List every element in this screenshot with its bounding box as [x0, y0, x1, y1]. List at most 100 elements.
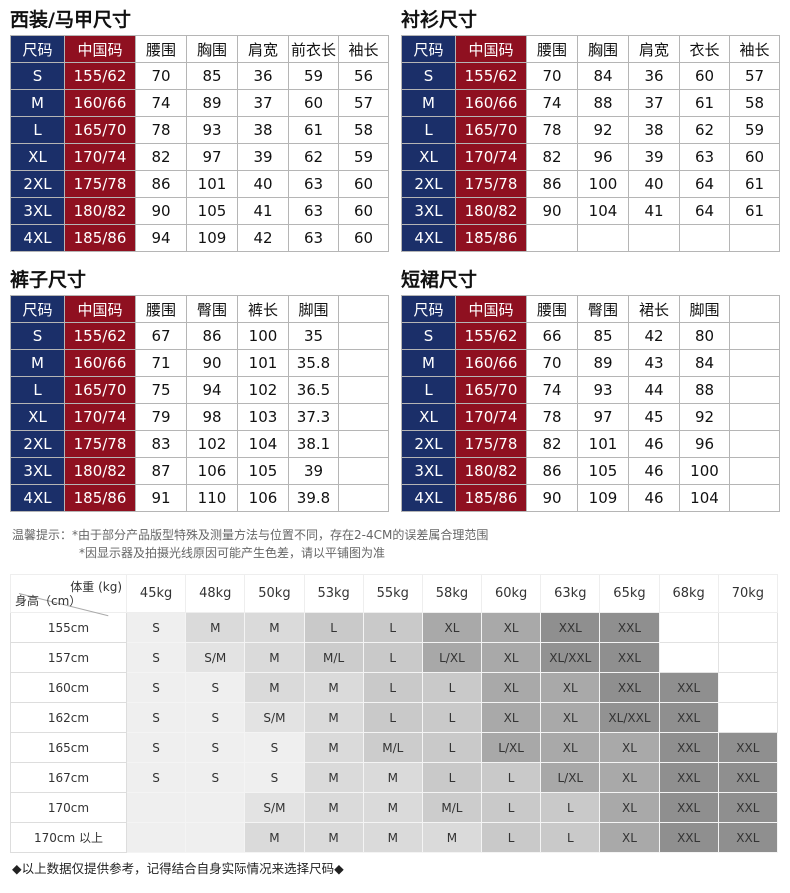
size-cell: S — [125, 642, 187, 673]
size-cell: L — [421, 762, 483, 793]
table-row: 4XL 185/86 91 110 106 39.8 — [10, 484, 389, 512]
cell: 46 — [628, 430, 680, 458]
cell: 4XL — [401, 224, 456, 252]
tip-line-2: *因显示器及拍摄光线原因可能产生色差，请以平铺图为准 — [79, 546, 386, 560]
size-cell: M/L — [303, 642, 364, 673]
cell: 74 — [526, 89, 578, 117]
table-row: XL 170/74 79 98 103 37.3 — [10, 403, 389, 431]
size-table: 尺码 中国码 腰围 臀围 裙长 脚围 S 155/62 66 85 42 80 M 160/66 70 89 4… — [401, 295, 780, 512]
cell: 64 — [679, 170, 730, 198]
cell: 97 — [577, 403, 629, 431]
height-axis-label: 身高（cm） — [15, 594, 82, 608]
size-table: 尺码 中国码 腰围 胸围 肩宽 前衣长 袖长 S 155/62 70 85 36 59 56 M 160/66… — [10, 35, 389, 252]
weight-header: 48kg — [185, 574, 246, 613]
cell: 90 — [135, 197, 187, 225]
cell: 67 — [135, 322, 187, 350]
size-cell — [717, 672, 779, 703]
column-header — [338, 295, 389, 323]
cell: 106 — [186, 457, 238, 485]
cell: 4XL — [10, 224, 65, 252]
size-cell: M — [362, 762, 423, 793]
cell: 38 — [628, 116, 680, 144]
cell: 82 — [526, 430, 578, 458]
size-cell: L/XL — [421, 642, 483, 673]
cell: 41 — [628, 197, 680, 225]
size-cell: S — [185, 732, 246, 763]
cell: 37.3 — [288, 403, 339, 431]
size-cell: S — [244, 732, 305, 763]
cell: 88 — [577, 89, 629, 117]
size-cell: L — [362, 702, 423, 733]
size-cell: S/M — [244, 792, 305, 823]
cell: 109 — [577, 484, 629, 512]
size-cell: XL — [481, 642, 542, 673]
table-row: 3XL 180/82 90 105 41 63 60 — [10, 197, 389, 225]
size-cell: S — [244, 762, 305, 793]
height-row: 162cm S S S/M M L L XL XL XL/XXL XXL — [10, 702, 779, 733]
column-header: 衣长 — [679, 35, 730, 63]
weight-axis-label: 体重 (kg) — [70, 580, 122, 594]
cell — [338, 322, 389, 350]
cell: 78 — [526, 403, 578, 431]
size-cell: M — [244, 672, 305, 703]
cell — [338, 349, 389, 377]
cell: 2XL — [401, 170, 456, 198]
size-cell: M — [244, 642, 305, 673]
table-row: M 160/66 74 88 37 61 58 — [401, 89, 780, 117]
table-row: XL 170/74 78 97 45 92 — [401, 403, 780, 431]
cell: 82 — [135, 143, 187, 171]
column-header: 腰围 — [526, 35, 578, 63]
column-header: 尺码 — [401, 295, 456, 323]
column-header: 中国码 — [455, 35, 527, 63]
cell: 180/82 — [455, 457, 527, 485]
cell — [526, 224, 578, 252]
size-cell: M — [244, 612, 305, 643]
shirt-size-section: 衬衫尺寸 尺码 中国码 腰围 胸围 肩宽 衣长 袖长 S 155/62 70 84 36 60 57 M 160… — [401, 8, 780, 252]
size-cell: XL/XXL — [540, 642, 601, 673]
cell: 63 — [288, 197, 339, 225]
weight-header: 45kg — [125, 574, 187, 613]
cell: 84 — [577, 62, 629, 90]
cell: M — [401, 89, 456, 117]
column-header: 腰围 — [526, 295, 578, 323]
cell — [729, 224, 780, 252]
weight-header-row: 体重 (kg) 身高（cm） 45kg 48kg 50kg 53kg 55kg 58kg 60k… — [10, 574, 779, 617]
column-header: 裤长 — [237, 295, 289, 323]
height-row: 157cm S S/M M M/L L L/XL XL XL/XXL XXL — [10, 642, 779, 673]
cell: 84 — [679, 349, 730, 377]
cell — [338, 484, 389, 512]
size-cell: XXL — [540, 612, 601, 643]
size-cell: L — [362, 612, 423, 643]
column-header: 裙长 — [628, 295, 680, 323]
cell: S — [10, 322, 65, 350]
table-row: 2XL 175/78 82 101 46 96 — [401, 430, 780, 458]
cell — [338, 430, 389, 458]
size-cell: M — [362, 792, 423, 823]
table-row: M 160/66 74 89 37 60 57 — [10, 89, 389, 117]
cell: L — [401, 376, 456, 404]
size-cell — [125, 792, 187, 823]
cell: 36 — [628, 62, 680, 90]
cell: 94 — [186, 376, 238, 404]
cell: 104 — [679, 484, 730, 512]
weight-header: 53kg — [303, 574, 364, 613]
size-cell: L — [540, 822, 601, 853]
cell: 64 — [679, 197, 730, 225]
cell: 89 — [186, 89, 238, 117]
cell — [729, 403, 780, 431]
size-cell: XXL — [658, 732, 719, 763]
size-cell: XXL — [658, 762, 719, 793]
section-title: 衬衫尺寸 — [401, 9, 478, 31]
cell: 71 — [135, 349, 187, 377]
cell: 170/74 — [64, 403, 136, 431]
table-row: 3XL 180/82 90 104 41 64 61 — [401, 197, 780, 225]
cell: 100 — [577, 170, 629, 198]
cell: 75 — [135, 376, 187, 404]
cell: 101 — [237, 349, 289, 377]
cell: 37 — [628, 89, 680, 117]
cell: 38.1 — [288, 430, 339, 458]
size-cell: XL/XXL — [599, 702, 660, 733]
cell: 43 — [628, 349, 680, 377]
size-cell: XXL — [658, 792, 719, 823]
height-label: 170cm — [10, 792, 127, 823]
